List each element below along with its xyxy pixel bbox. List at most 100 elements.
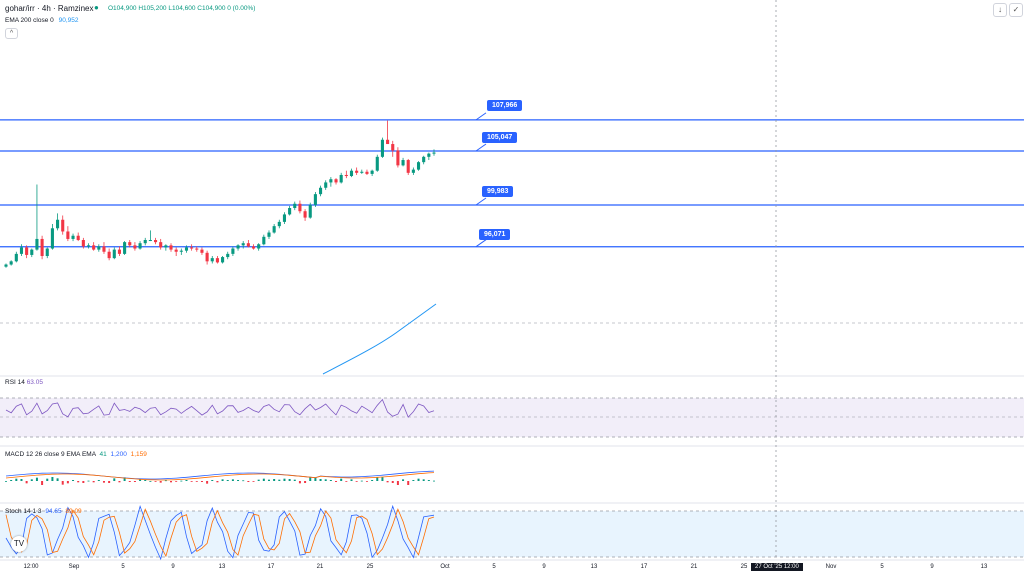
- candle-body: [81, 240, 85, 247]
- candle-body: [236, 245, 240, 249]
- candle-body: [375, 156, 379, 171]
- time-axis-label: 9: [171, 564, 175, 570]
- candle-body: [241, 243, 245, 246]
- macd-histogram-bar: [288, 479, 291, 481]
- macd-histogram-bar: [360, 480, 363, 482]
- ema-legend[interactable]: EMA 200 close 0 90,952: [5, 17, 78, 24]
- macd-histogram-bar: [87, 480, 90, 482]
- macd-histogram-bar: [386, 481, 389, 483]
- macd-histogram-bar: [108, 481, 111, 483]
- macd-histogram-bar: [51, 477, 54, 481]
- symbol-title[interactable]: gohar/irr · 4h · Ramzinex: [5, 4, 94, 13]
- macd-histogram-bar: [283, 478, 286, 481]
- macd-histogram-bar: [350, 479, 353, 481]
- macd-histogram-bar: [257, 479, 260, 481]
- macd-histogram-bar: [175, 481, 178, 482]
- time-axis-label: 21: [316, 564, 324, 570]
- candle-body: [56, 219, 60, 229]
- macd-histogram-bar: [221, 479, 224, 481]
- ema-legend-value: 90,952: [58, 17, 79, 24]
- level-label-1[interactable]: 107,966: [487, 100, 523, 111]
- candle-body: [267, 232, 271, 237]
- macd-histogram-bar: [72, 480, 75, 481]
- check-button[interactable]: ✓: [1009, 3, 1023, 17]
- level-label-4[interactable]: 96,071: [479, 229, 511, 240]
- candle-body: [303, 211, 307, 218]
- time-axis-label: 17: [640, 564, 648, 570]
- macd-histogram-bar: [314, 477, 317, 481]
- candle-body: [411, 169, 415, 173]
- download-button[interactable]: ↓: [993, 3, 1007, 17]
- macd-line: [5, 470, 435, 480]
- candle-body: [138, 243, 142, 249]
- stoch-legend-d: 89.09: [65, 508, 82, 515]
- macd-histogram-bar: [185, 480, 188, 481]
- macd-histogram-bar: [355, 481, 358, 482]
- chart-grid: [0, 322, 1024, 561]
- macd-histogram-bar: [200, 481, 203, 482]
- macd-histogram-bar: [329, 480, 332, 481]
- level-label-2[interactable]: 105,047: [482, 132, 518, 143]
- candle-body: [221, 257, 225, 263]
- candle-body: [102, 246, 106, 252]
- candle-body: [153, 240, 158, 243]
- candle-body: [308, 204, 312, 218]
- macd-histogram-bar: [195, 481, 198, 482]
- candle-body: [40, 238, 44, 257]
- candle-body: [344, 174, 348, 177]
- macd-histogram-bar: [102, 481, 105, 483]
- level-label-3[interactable]: 99,983: [482, 186, 514, 197]
- macd-histogram-bar: [113, 478, 116, 481]
- macd-legend[interactable]: MACD 12 26 close 9 EMA EMA 41 1,200 1,15…: [5, 451, 147, 458]
- macd-histogram-bar: [206, 481, 209, 484]
- macd-histogram-bar: [242, 480, 245, 482]
- candle-body: [159, 242, 163, 248]
- candle-body: [313, 194, 317, 205]
- macd-legend-name: MACD 12 26 close 9 EMA EMA: [5, 451, 96, 458]
- rsi-legend[interactable]: RSI 14 63.05: [5, 379, 43, 386]
- stoch-legend[interactable]: Stoch 14 1 3 94.65 89.09: [5, 508, 82, 515]
- macd-histogram-bar: [402, 479, 405, 481]
- candle-body: [184, 247, 189, 251]
- macd-histogram-bar: [252, 481, 255, 482]
- macd-histogram-bar: [41, 481, 44, 485]
- candle-body: [355, 170, 359, 173]
- time-axis-label: Sep: [68, 564, 80, 570]
- stoch-band: [0, 511, 1024, 557]
- macd-histogram-bar: [15, 478, 18, 481]
- macd-histogram-bar: [118, 481, 121, 483]
- tradingview-logo[interactable]: TV: [11, 536, 27, 552]
- time-axis-label: 17: [267, 564, 275, 570]
- macd-histogram-bar: [422, 479, 425, 481]
- time-axis-label: 5: [121, 564, 125, 570]
- candle-body: [329, 179, 333, 183]
- candle-body: [416, 162, 421, 170]
- candle-body: [262, 236, 266, 245]
- candle-body: [66, 231, 70, 239]
- collapse-legend-button[interactable]: ^: [5, 28, 18, 39]
- candle-body: [277, 221, 281, 227]
- macd-histogram-bar: [365, 481, 368, 482]
- macd-histogram-bar: [190, 481, 193, 482]
- candle-body: [205, 252, 209, 262]
- candle-body: [4, 264, 8, 267]
- candle-body: [50, 228, 54, 249]
- time-axis-label: 25: [740, 564, 748, 570]
- macd-histogram-bar: [82, 481, 85, 483]
- crosshair-time-label: 27 Oct '25 12:00: [751, 563, 803, 571]
- candle-body: [112, 249, 116, 259]
- candle-body: [406, 160, 410, 173]
- ema-legend-label: EMA 200 close 0: [5, 17, 54, 24]
- candle-body: [148, 240, 152, 242]
- candle-body: [226, 253, 230, 258]
- candle-body: [210, 258, 214, 262]
- macd-histogram-bar: [319, 479, 322, 481]
- live-dot: ●: [94, 3, 99, 12]
- time-axis-label: 25: [366, 564, 374, 570]
- stoch-k-line: [5, 504, 435, 561]
- macd-histogram-bar: [304, 481, 307, 483]
- macd-histogram-bar: [324, 479, 327, 481]
- macd-histogram-bar: [149, 481, 152, 482]
- candle-body: [164, 245, 168, 248]
